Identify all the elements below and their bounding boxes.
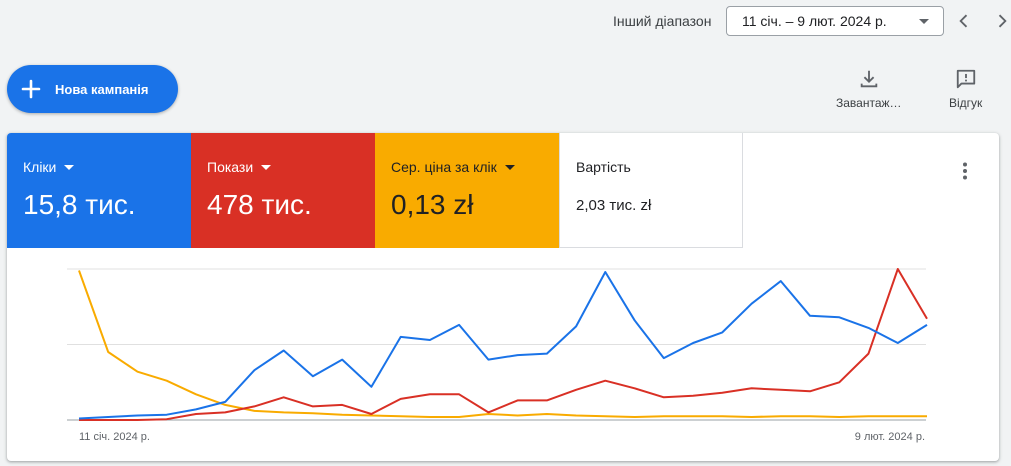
more-options-button[interactable]	[953, 159, 977, 183]
performance-card: Кліки 15,8 тис. Покази 478 тис. Сер. цін…	[7, 133, 999, 461]
metric-clicks-value: 15,8 тис.	[23, 189, 136, 220]
series-line-0	[78, 271, 928, 420]
metric-impressions-label: Покази	[207, 159, 254, 175]
new-campaign-button[interactable]: Нова кампанія	[7, 65, 178, 113]
caret-down-icon	[504, 164, 515, 170]
metric-clicks[interactable]: Кліки 15,8 тис.	[7, 133, 191, 248]
series-line-1	[79, 268, 928, 421]
caret-down-icon	[64, 164, 75, 170]
previous-range-button[interactable]	[949, 6, 979, 36]
metric-impressions-value: 478 тис.	[207, 189, 312, 220]
plus-icon	[21, 79, 41, 99]
metric-cost[interactable]: Вартість 2,03 тис. zł	[559, 133, 743, 248]
feedback-label: Відгук	[949, 96, 983, 110]
feedback-button[interactable]: Відгук	[949, 68, 982, 110]
metric-avg-cpc-value: 0,13 zł	[391, 189, 474, 220]
next-range-button[interactable]	[987, 6, 1011, 36]
metric-avg-cpc-label: Сер. ціна за клік	[391, 159, 497, 175]
metric-avg-cpc[interactable]: Сер. ціна за клік 0,13 zł	[375, 133, 559, 248]
metric-impressions[interactable]: Покази 478 тис.	[191, 133, 375, 248]
download-label: Завантаж…	[836, 96, 902, 110]
date-range-value: 11 січ. – 9 лют. 2024 р.	[742, 13, 887, 29]
series-line-2	[78, 270, 927, 418]
performance-chart: 11 січ. 2024 р. 9 лют. 2024 р.	[67, 268, 928, 443]
download-icon	[860, 70, 878, 88]
chevron-right-icon	[998, 14, 1007, 28]
date-range-select[interactable]: 11 січ. – 9 лют. 2024 р.	[726, 6, 944, 36]
metric-cost-value: 2,03 тис. zł	[576, 197, 652, 214]
metric-clicks-label: Кліки	[23, 159, 57, 175]
download-button[interactable]: Завантаж…	[836, 68, 902, 110]
caret-down-icon	[261, 164, 272, 170]
new-campaign-label: Нова кампанія	[55, 81, 149, 97]
x-axis-start-label: 11 січ. 2024 р.	[79, 431, 150, 443]
date-range-label: Інший діапазон	[613, 13, 712, 29]
feedback-icon	[956, 69, 975, 89]
chevron-left-icon	[959, 14, 968, 28]
more-vert-icon	[963, 162, 967, 180]
chevron-down-icon	[919, 19, 929, 24]
x-axis-end-label: 9 лют. 2024 р.	[855, 431, 925, 443]
metric-cost-label: Вартість	[576, 159, 631, 175]
